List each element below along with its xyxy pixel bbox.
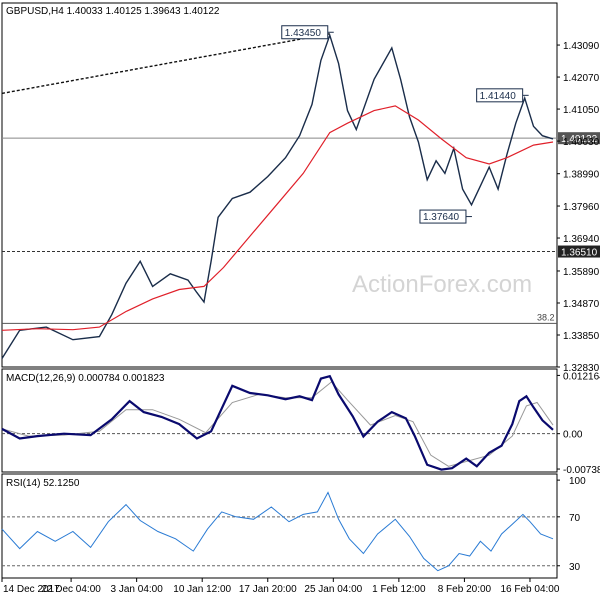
annotation-label: 1.37640 (423, 212, 460, 223)
price-axis-label-box (558, 245, 600, 258)
price-series-1 (1, 105, 554, 331)
price-ytick-label: 1.41050 (563, 105, 600, 116)
macd-ytick-label: 0.012164 (563, 371, 600, 382)
xtick-label: 16 Feb 04:00 (500, 584, 559, 595)
price-ytick-label: 1.36940 (563, 234, 600, 245)
panel-frame-rsi (1, 473, 558, 579)
price-ytick-label: 1.38990 (563, 170, 600, 181)
rsi-ytick-label: 30 (569, 562, 581, 573)
rsi-title: RSI(14) 52.1250 (6, 478, 80, 489)
watermark: ActionForex.com (352, 271, 532, 298)
xtick-label: 10 Jan 12:00 (173, 584, 231, 595)
price-chart-title: GBPUSD,H4 1.40033 1.40125 1.39643 1.4012… (6, 6, 220, 17)
xtick-label: 1 Feb 12:00 (372, 584, 426, 595)
price-ytick-label: 1.34870 (563, 299, 600, 310)
xtick-label: 3 Jan 04:00 (111, 584, 164, 595)
panel-frame-price (1, 2, 558, 368)
xtick-label: 14 Dec 2017 (3, 584, 60, 595)
price-ytick-label: 1.35890 (563, 267, 600, 278)
price-ytick-label: 1.40030 (563, 137, 600, 148)
annotation-label: 1.43450 (285, 28, 322, 39)
rsi-ytick-label: 100 (569, 476, 586, 487)
panel-frame-macd (1, 368, 558, 473)
macd-series-signal (1, 381, 554, 467)
xtick-label: 17 Jan 20:00 (239, 584, 297, 595)
price-ytick-label: 1.37960 (563, 202, 600, 213)
xtick-label: 8 Feb 20:00 (438, 584, 492, 595)
price-axis-label: 1.36510 (561, 248, 598, 259)
price-axis-label: 1.40122 (561, 134, 598, 145)
price-ytick-label: 1.42070 (563, 73, 600, 84)
price-axis-label-box (558, 132, 600, 145)
fib-level-label: 38.2 (537, 312, 555, 322)
macd-ytick-label: 0.00 (563, 430, 583, 441)
xtick-label: 25 Jan 04:00 (304, 584, 362, 595)
annotation-label: 1.41440 (480, 91, 517, 102)
price-series-0 (1, 33, 554, 359)
price-ytick-label: 1.33850 (563, 331, 600, 342)
rsi-ytick-label: 70 (569, 513, 581, 524)
price-ytick-label: 1.43090 (563, 41, 600, 52)
macd-series-macd (1, 374, 554, 471)
xtick-label: 22 Dec 04:00 (41, 584, 101, 595)
price-ytick-label: 1.32830 (563, 363, 600, 374)
rsi-series (1, 491, 554, 572)
macd-ytick-label: -0.007384 (563, 465, 600, 476)
price-series-2 (1, 33, 330, 95)
macd-title: MACD(12,26,9) 0.000784 0.001823 (6, 373, 165, 384)
